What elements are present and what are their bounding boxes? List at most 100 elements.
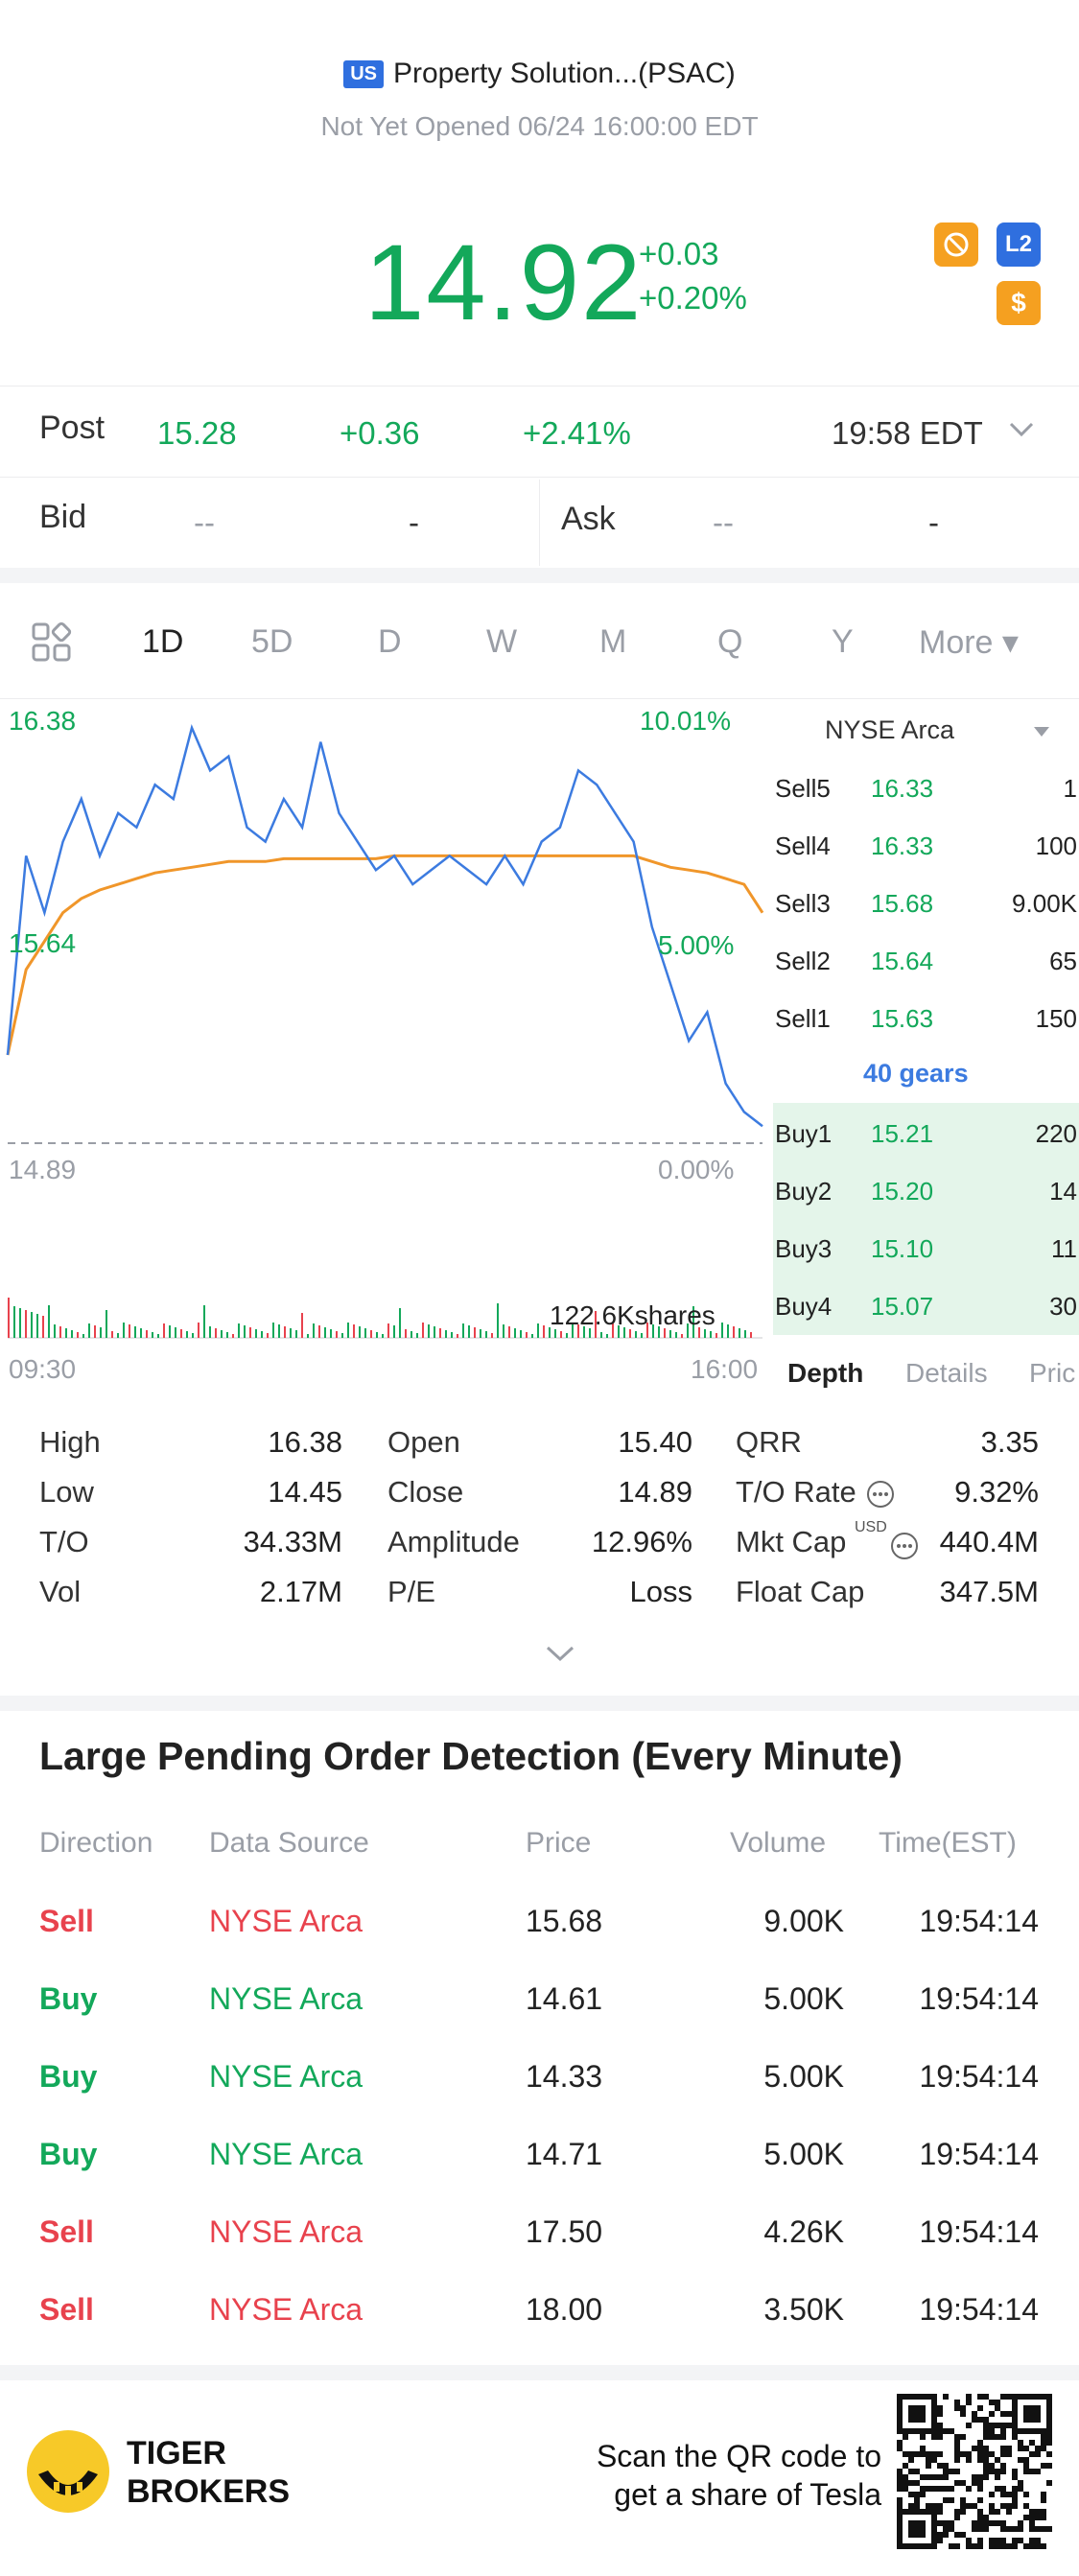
- buy-level-row: Buy3 15.10 11: [773, 1221, 1079, 1276]
- volume-bar: [36, 1314, 38, 1338]
- dollar-icon[interactable]: $: [997, 281, 1041, 325]
- level-qty: 150: [1035, 1004, 1077, 1033]
- row-price: 15.68: [526, 1904, 603, 1938]
- volume-bar: [451, 1332, 453, 1338]
- sell-level-row: Sell1 15.63 150: [773, 991, 1079, 1046]
- volume-bar: [589, 1328, 591, 1338]
- volume-bar: [192, 1333, 194, 1338]
- stat-label: Close: [387, 1475, 464, 1509]
- volume-bar: [641, 1333, 643, 1338]
- sell-level-row: Sell2 15.64 65: [773, 933, 1079, 989]
- post-change-pct: +2.41%: [523, 415, 631, 451]
- brand-name: TIGER BROKERS: [127, 2434, 290, 2511]
- volume-bar: [387, 1323, 389, 1338]
- volume-bar: [739, 1328, 740, 1338]
- stat-value: 3.35: [980, 1425, 1039, 1459]
- col-price: Price: [526, 1827, 592, 1859]
- level-price: 15.63: [871, 1004, 934, 1033]
- tab-y[interactable]: Y: [832, 623, 854, 660]
- chevron-down-icon[interactable]: [1007, 418, 1036, 446]
- volume-bar: [687, 1323, 689, 1338]
- level-qty: 14: [1049, 1177, 1077, 1206]
- volume-bar: [267, 1333, 269, 1338]
- avg-price-line: [6, 854, 764, 1056]
- volume-bar: [577, 1324, 579, 1338]
- volume-bar: [146, 1330, 148, 1338]
- stock-title[interactable]: Property Solution...(PSAC): [392, 58, 736, 89]
- volume-bar: [123, 1323, 125, 1338]
- y-tick-mid: 15.64: [9, 928, 77, 958]
- stat-value: 9.32%: [954, 1475, 1039, 1509]
- volume-bar: [238, 1323, 240, 1338]
- dropdown-icon[interactable]: [1032, 725, 1051, 743]
- tab-1d[interactable]: 1D: [142, 623, 184, 660]
- more-icon[interactable]: [865, 1479, 896, 1514]
- tab-5d[interactable]: 5D: [251, 623, 293, 660]
- grid-layout-icon[interactable]: [31, 621, 73, 668]
- volume-bar: [727, 1324, 729, 1338]
- volume-bar: [134, 1326, 136, 1338]
- level-label: Sell2: [775, 947, 831, 975]
- tab-w[interactable]: W: [486, 623, 518, 660]
- price-change-pct: +0.20%: [639, 280, 747, 316]
- volume-bar: [485, 1331, 487, 1338]
- volume-bar: [290, 1328, 292, 1338]
- tab-more[interactable]: More ▾: [919, 624, 1019, 661]
- volume-bar: [313, 1323, 315, 1338]
- stat-label: P/E: [387, 1575, 435, 1608]
- volume-bar: [8, 1298, 10, 1338]
- level-label: Buy2: [775, 1177, 833, 1206]
- volume-bar: [600, 1332, 602, 1338]
- volume-bar: [180, 1329, 182, 1338]
- depth-exchange[interactable]: NYSE Arca: [825, 715, 955, 744]
- volume-bar: [405, 1329, 407, 1338]
- volume-bar: [209, 1326, 211, 1338]
- volume-bar: [549, 1327, 551, 1338]
- scan-line-1: Scan the QR code to: [596, 2439, 881, 2473]
- volume-bar: [698, 1327, 700, 1338]
- expand-chevron-icon[interactable]: [544, 1642, 576, 1670]
- ask-label: Ask: [561, 501, 616, 537]
- level-qty: 100: [1035, 831, 1077, 860]
- tab-depth[interactable]: Depth: [787, 1358, 864, 1388]
- volume-bar: [244, 1325, 246, 1338]
- row-source: NYSE Arca: [209, 2214, 364, 2249]
- usd-tag: USD: [855, 1519, 887, 1535]
- volume-bar: [341, 1333, 343, 1338]
- level2-icon[interactable]: L2: [997, 222, 1041, 267]
- volume-bar: [393, 1325, 395, 1338]
- gears-link[interactable]: 40 gears: [863, 1059, 969, 1088]
- volume-bar: [364, 1328, 366, 1338]
- row-price: 18.00: [526, 2292, 603, 2327]
- volume-bar: [652, 1324, 654, 1338]
- no-sign-icon[interactable]: [934, 222, 978, 267]
- volume-bar: [733, 1326, 735, 1338]
- tab-price[interactable]: Pric: [1029, 1358, 1076, 1388]
- volume-bar: [428, 1324, 430, 1338]
- stat-value: 34.33M: [243, 1525, 342, 1558]
- stat-value: 347.5M: [939, 1575, 1039, 1608]
- tab-q[interactable]: Q: [717, 623, 743, 660]
- col-volume: Volume: [730, 1827, 827, 1859]
- more-icon[interactable]: [889, 1531, 920, 1566]
- volume-bar: [370, 1330, 372, 1338]
- tab-d[interactable]: D: [378, 623, 402, 660]
- volume-bar: [111, 1331, 113, 1338]
- volume-bar: [42, 1316, 44, 1338]
- volume-bar: [336, 1331, 338, 1338]
- row-direction: Sell: [39, 1904, 94, 1938]
- intraday-chart[interactable]: [0, 700, 767, 1352]
- post-time: 19:58 EDT: [832, 415, 983, 451]
- volume-bar: [503, 1324, 504, 1338]
- level-price: 15.64: [871, 947, 934, 975]
- volume-bar: [704, 1329, 706, 1338]
- row-source: NYSE Arca: [209, 2137, 364, 2171]
- tab-m[interactable]: M: [599, 623, 627, 660]
- tab-details[interactable]: Details: [905, 1358, 988, 1388]
- volume-bar: [422, 1323, 424, 1338]
- buy-level-row: Buy2 15.20 14: [773, 1163, 1079, 1219]
- row-source: NYSE Arca: [209, 2292, 364, 2327]
- volume-bar: [715, 1333, 717, 1338]
- volume-bar: [221, 1330, 223, 1338]
- volume-bar: [416, 1333, 418, 1338]
